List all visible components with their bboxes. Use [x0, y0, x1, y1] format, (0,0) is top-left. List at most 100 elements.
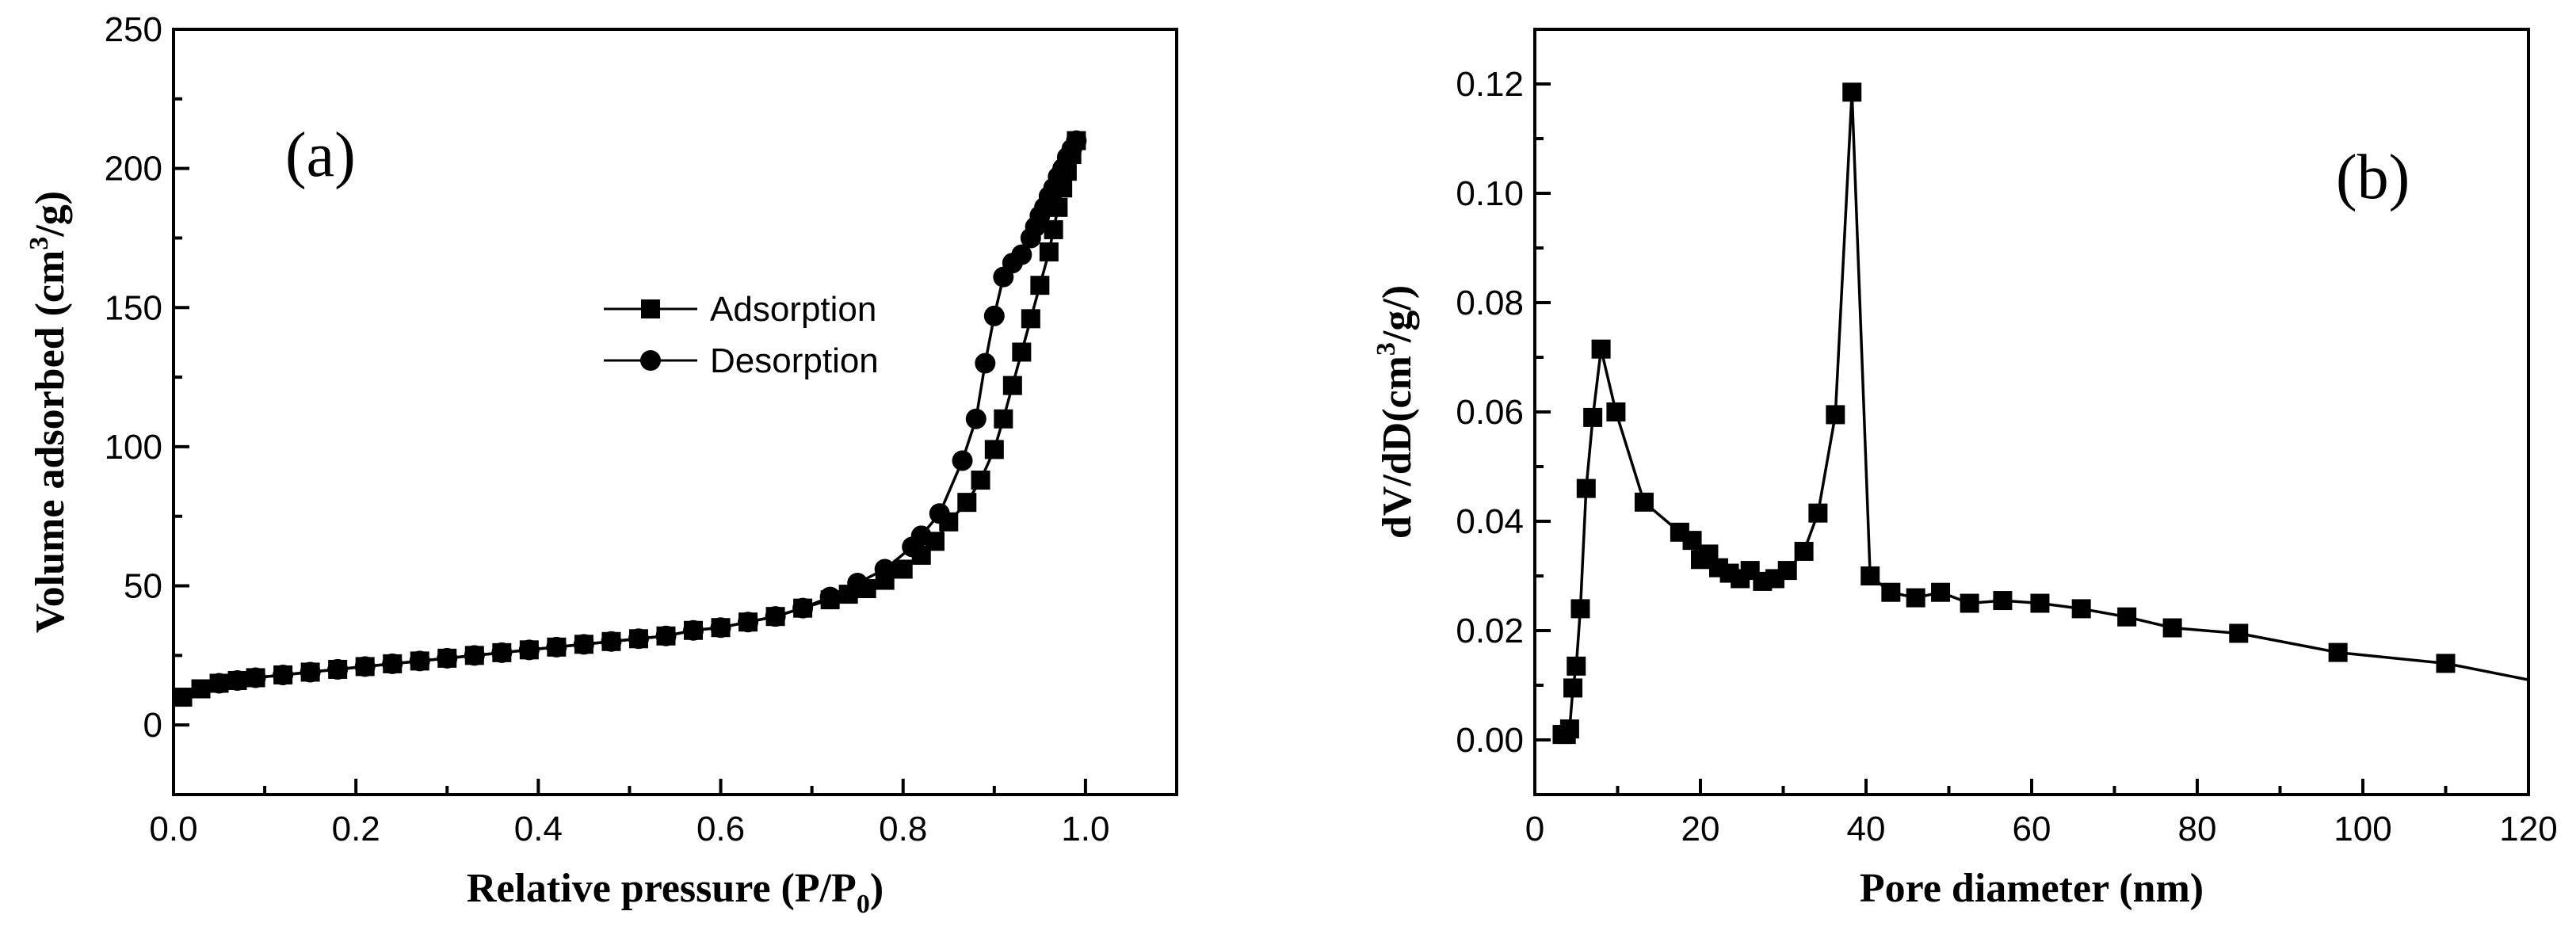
panel-b-dv-dd-point [1860, 566, 1880, 585]
panel-a-desorption-point [601, 631, 622, 652]
panel-a-desorption-point [965, 408, 987, 429]
panel-a-y-tick-label: 0 [143, 706, 162, 745]
legend-desorption-label: Desorption [710, 341, 879, 380]
panel-a-desorption-point [273, 664, 294, 685]
legend-adsorption-marker [641, 299, 660, 318]
panel-a-desorption-point [983, 305, 1005, 326]
panel-a-desorption-point [847, 573, 868, 594]
panel-b-dv-dd-point [2117, 607, 2137, 627]
panel-b-x-tick-label: 100 [2334, 810, 2391, 848]
panel-a-adsorption-point [1039, 242, 1059, 262]
panel-a-desorption-point [738, 612, 759, 633]
panel-b-y-tick-label: 0.00 [1456, 721, 1524, 760]
panel-a-isotherm-chart: 0.0 0.2 0.4 0.6 0.8 1.0 0 50 100 150 200 250 (a) Ad… [25, 10, 1178, 919]
panel-a-desorption-point [546, 636, 567, 658]
panel-a-ticks: 0.0 0.2 0.4 0.6 0.8 1.0 0 50 100 150 200 250 [105, 10, 1110, 848]
panel-b-dv-dd-point [1591, 339, 1611, 359]
panel-a-desorption-point [628, 628, 649, 650]
panel-a-desorption-point [491, 642, 513, 663]
panel-a-adsorption-point [984, 440, 1004, 459]
panel-a-legend: Adsorption Desorption [604, 290, 879, 380]
panel-a-desorption-point [327, 658, 349, 680]
legend-desorption-marker [640, 350, 661, 371]
panel-a-y-tick-label: 100 [105, 428, 162, 467]
panel-b-dv-dd-point [1794, 541, 1814, 561]
panel-a-desorption-point [655, 625, 677, 646]
panel-b-x-tick-label: 40 [1847, 810, 1886, 848]
panel-b-marks [1552, 82, 2529, 745]
panel-a-desorption-point [437, 647, 458, 669]
panel-b-dv-dd-point [1906, 588, 1925, 608]
panel-a-desorption-point [227, 669, 248, 691]
panel-a-adsorption-point [1002, 376, 1022, 395]
panel-b-y-axis-title: dV/dD(cm3/g/) [1372, 285, 1420, 539]
panel-a-adsorption-point [1030, 276, 1050, 295]
panel-a-x-tick-label: 0.2 [332, 810, 380, 848]
panel-b-label: (b) [2336, 143, 2410, 212]
panel-a-y-tick-label: 250 [105, 10, 162, 49]
panel-a-desorption-point [464, 645, 485, 666]
panel-a-desorption-point [1020, 227, 1041, 249]
panel-a-plot-frame [172, 28, 1178, 796]
legend-adsorption-label: Adsorption [710, 290, 876, 329]
panel-b-dv-dd-point [1842, 82, 1862, 102]
panel-b-y-tick-label: 0.12 [1456, 65, 1524, 104]
panel-b-dv-dd-point [1993, 591, 2013, 611]
panel-a-adsorption-point [173, 688, 193, 707]
panel-a-desorption-point [952, 450, 973, 471]
panel-b-dv-dd-point [1576, 478, 1596, 498]
panel-b-dv-dd-point [2162, 618, 2182, 638]
panel-b-dv-dd-point [1583, 407, 1603, 427]
panel-b-dv-dd-point [1808, 503, 1828, 523]
panel-a-desorption-point [683, 619, 704, 641]
panel-b-y-tick-label: 0.06 [1456, 393, 1524, 432]
panel-b-dv-dd-point [2436, 654, 2456, 673]
panel-a-marks [173, 130, 1087, 707]
panel-b-dv-dd-point [1606, 402, 1626, 421]
panel-a-x-axis-title: Relative pressure (P/P0) [467, 866, 883, 919]
panel-b-dv-dd-point [2071, 599, 2091, 619]
panel-a-desorption-point [573, 634, 594, 655]
panel-b-dv-dd-point [2030, 593, 2050, 613]
panel-a-y-tick-label: 150 [105, 288, 162, 327]
panel-a-desorption-point [710, 617, 731, 639]
panel-b-y-tick-label: 0.02 [1456, 612, 1524, 650]
panel-b-dv-dd-point [1931, 582, 1951, 602]
panel-a-adsorption-point [893, 559, 913, 579]
panel-b-dv-dd-point [1960, 593, 1979, 613]
panel-a-desorption-point [409, 650, 430, 672]
panel-a-y-tick-label: 200 [105, 150, 162, 189]
panel-b-dv-dd-point [1567, 656, 1586, 676]
panel-b-x-tick-label: 120 [2499, 810, 2557, 848]
panel-b-dv-dd-point [1826, 405, 1845, 425]
panel-a-adsorption-line [181, 139, 1078, 699]
panel-b-x-tick-label: 80 [2178, 810, 2217, 848]
panel-a-desorption-point [975, 353, 996, 374]
panel-b-x-axis-title: Pore diameter (nm) [1860, 866, 2204, 911]
panel-a-desorption-point [382, 653, 403, 674]
panel-b-dv-dd-point [1570, 599, 1590, 619]
panel-b-dv-dd-point [1634, 492, 1654, 512]
panel-b-pore-distribution-chart: 0 20 40 60 80 100 120 0.00 0.02 0.04 0.06 0.08 0.10 0… [1372, 28, 2558, 911]
panel-b-ticks: 0 20 40 60 80 100 120 0.00 0.02 0.04 0.06 0.08 0.10 0… [1456, 65, 2557, 848]
panel-a-desorption-point [208, 673, 230, 694]
panel-a-adsorption-point [971, 471, 990, 490]
panel-a-desorption-point [993, 266, 1014, 288]
panel-b-dv-dd-point [1881, 582, 1901, 602]
panel-a-x-tick-label: 1.0 [1061, 810, 1109, 848]
panel-b-dv-dd-point [1777, 561, 1797, 581]
panel-a-adsorption-point [957, 493, 977, 513]
panel-a-x-tick-label: 0.6 [696, 810, 745, 848]
panel-a-desorption-point [929, 503, 950, 524]
panel-a-desorption-point [792, 597, 814, 619]
panel-b-y-tick-label: 0.08 [1456, 284, 1524, 322]
panel-a-desorption-point [874, 558, 895, 580]
panel-a-desorption-point [300, 661, 321, 683]
panel-a-y-axis-title: Volume adsorbed (cm3/g) [25, 191, 73, 633]
panel-a-desorption-point [902, 536, 923, 558]
panel-a-adsorption-point [994, 409, 1013, 429]
panel-a-adsorption-point [1044, 219, 1063, 239]
panel-b-dv-dd-point [1563, 678, 1583, 698]
panel-a-x-tick-label: 0.8 [879, 810, 927, 848]
